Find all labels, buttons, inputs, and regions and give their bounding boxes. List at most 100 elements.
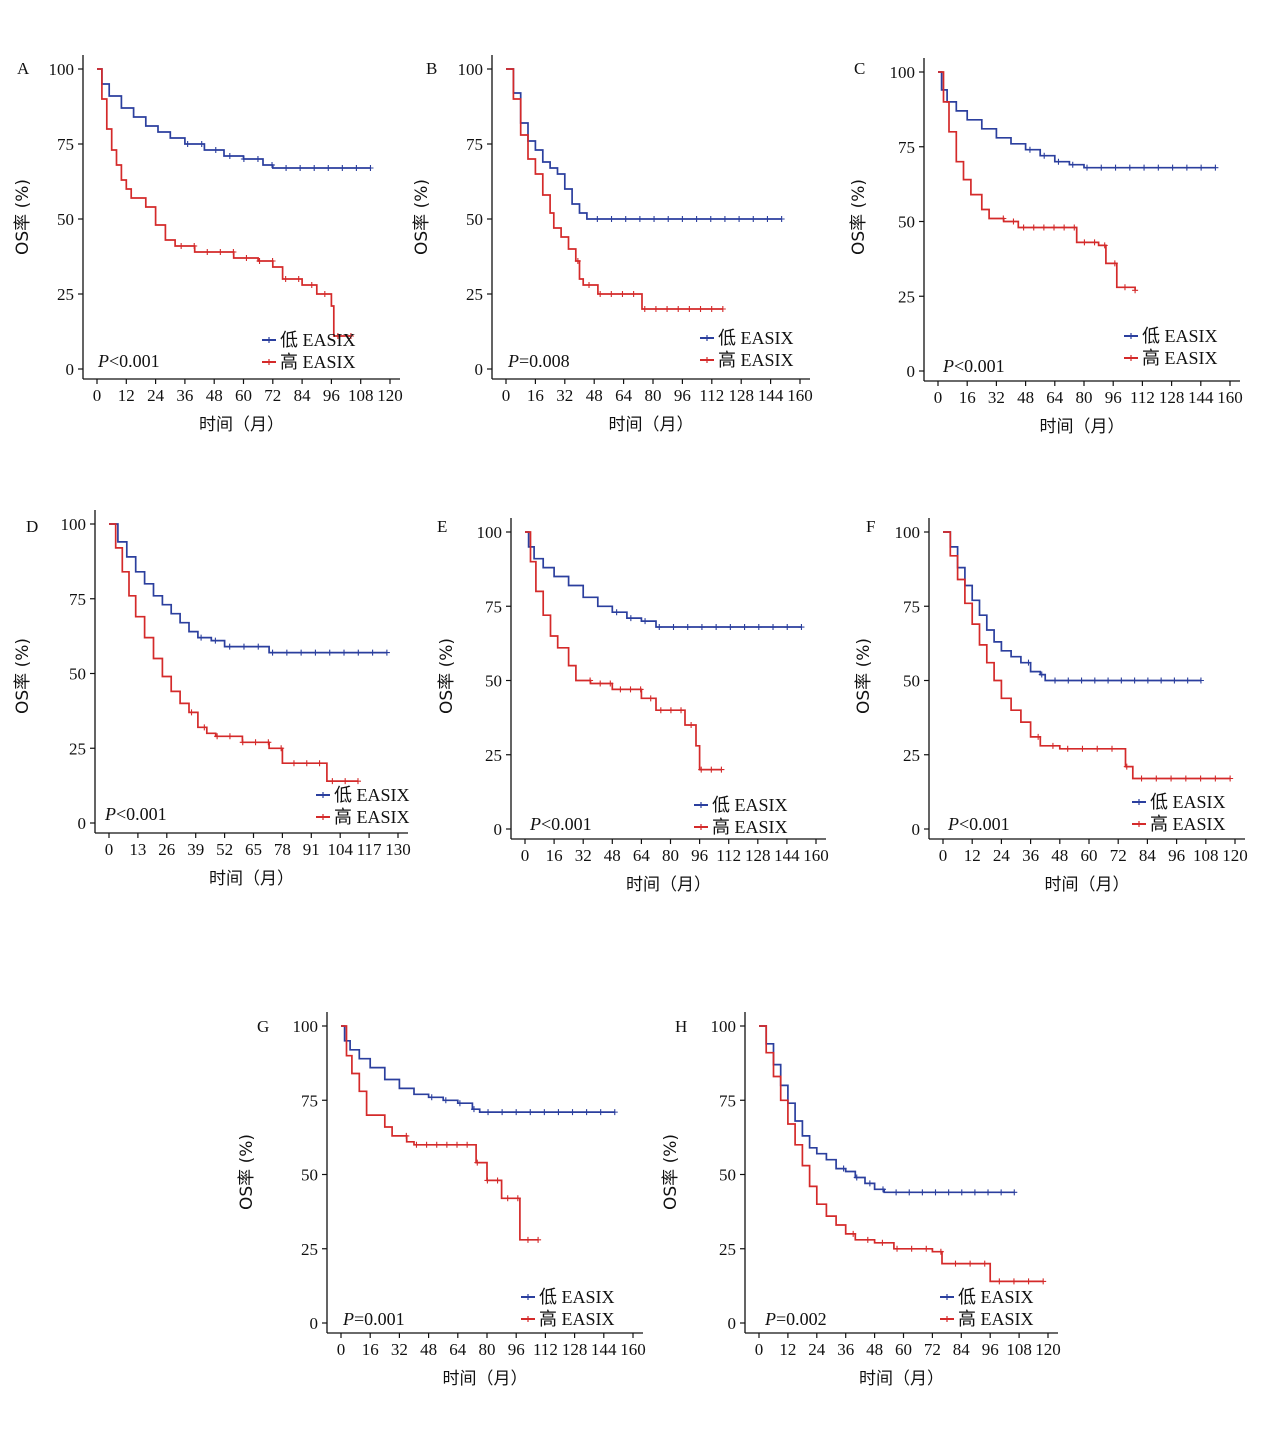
x-tick-label: 0: [939, 846, 948, 865]
censor-mark: [341, 649, 348, 656]
censor-mark: [354, 778, 361, 785]
censor-mark: [630, 291, 637, 297]
censor-mark: [316, 760, 323, 767]
x-axis-title: 时间（月）: [199, 415, 284, 435]
x-tick-label: 96: [1105, 388, 1122, 407]
x-axis-title: 时间（月）: [609, 415, 694, 435]
x-tick-label: 48: [206, 386, 223, 405]
y-tick-label: 0: [66, 360, 75, 379]
km-panel-c: C 0 25 50 75 100 0 16 32 48 64 80 96 112 128 144 160 时间（月…: [849, 58, 1243, 437]
x-tick-label: 24: [808, 1340, 826, 1359]
censor-mark: [485, 1109, 492, 1116]
x-tick-label: 48: [1051, 846, 1068, 865]
x-tick-label: 80: [1076, 388, 1093, 407]
censor-mark: [178, 243, 185, 249]
censor-mark: [879, 1239, 886, 1246]
km-panel-e: E 0 25 50 75 100 0 16 32 48 64 80 96 112 128 144 160 时间（月…: [437, 517, 829, 895]
censor-mark: [727, 624, 734, 631]
km-curve-high: [943, 531, 1231, 780]
x-tick-label: 80: [479, 1340, 496, 1359]
censor-mark: [504, 1195, 511, 1202]
censor-mark: [894, 1245, 901, 1252]
km-curve-high: [341, 1025, 539, 1241]
censor-mark: [636, 216, 643, 222]
legend-label-high: 高 EASIX: [334, 807, 410, 827]
censor-mark: [303, 760, 310, 767]
censor-mark: [329, 778, 336, 785]
censor-mark: [524, 1236, 531, 1243]
x-tick-label: 0: [755, 1340, 764, 1359]
x-tick-label: 64: [615, 386, 633, 405]
x-tick-label: 144: [1188, 388, 1214, 407]
legend-label-high: 高 EASIX: [718, 350, 794, 370]
censor-mark: [188, 709, 195, 716]
km-curve-low: [759, 1025, 1015, 1194]
censor-mark: [494, 1177, 501, 1184]
censor-mark: [240, 643, 247, 650]
censor-mark: [919, 1189, 926, 1196]
x-tick-label: 84: [1139, 846, 1157, 865]
p-value: P=0.002: [764, 1309, 827, 1329]
y-axis-title: OS率 (%): [437, 638, 457, 714]
km-panel-g: G 0 25 50 75 100 0 16 32 48 64 80 96 112 128 144 160 时间（月…: [237, 1012, 646, 1389]
censor-mark: [617, 686, 624, 693]
x-tick-label: 120: [377, 386, 403, 405]
x-tick-label: 108: [1006, 1340, 1032, 1359]
censor-mark: [1026, 146, 1033, 153]
legend-label-high: 高 EASIX: [712, 817, 788, 837]
x-tick-label: 0: [337, 1340, 346, 1359]
p-value: P<0.001: [97, 351, 160, 371]
y-tick-label: 50: [485, 672, 502, 691]
censor-mark: [736, 216, 743, 222]
censor-mark: [770, 624, 777, 631]
x-tick-label: 160: [787, 386, 813, 405]
censor-mark: [297, 165, 304, 171]
x-tick-label: 144: [774, 846, 800, 865]
x-tick-label: 39: [187, 840, 204, 859]
km-curve-low: [943, 531, 1201, 682]
panel-letter: B: [426, 59, 437, 78]
panel-letter: G: [257, 1017, 269, 1036]
censor-mark: [278, 745, 285, 752]
censor-mark: [667, 707, 674, 714]
x-tick-label: 64: [633, 846, 651, 865]
x-tick-label: 128: [728, 386, 754, 405]
censor-mark: [708, 306, 715, 312]
x-tick-label: 104: [327, 840, 353, 859]
y-tick-label: 25: [301, 1240, 318, 1259]
p-value: P<0.001: [529, 814, 592, 834]
y-tick-label: 0: [494, 820, 503, 839]
censor-mark: [908, 1245, 915, 1252]
x-tick-label: 0: [93, 386, 102, 405]
censor-mark: [239, 739, 246, 746]
censor-mark: [191, 243, 198, 249]
censor-mark: [321, 291, 328, 297]
censor-mark: [413, 1141, 420, 1148]
censor-mark: [342, 778, 349, 785]
censor-mark: [764, 216, 771, 222]
x-tick-label: 24: [147, 386, 165, 405]
censor-mark: [369, 649, 376, 656]
censor-mark: [952, 1260, 959, 1267]
x-tick-label: 72: [1110, 846, 1127, 865]
censor-mark: [996, 1278, 1003, 1285]
y-tick-label: 0: [475, 360, 484, 379]
censor-mark: [1212, 164, 1219, 171]
y-tick-label: 50: [903, 672, 920, 691]
x-tick-label: 48: [604, 846, 621, 865]
y-tick-label: 50: [57, 210, 74, 229]
censor-mark: [1123, 763, 1130, 770]
x-tick-label: 16: [959, 388, 976, 407]
censor-mark: [611, 1109, 618, 1116]
censor-mark: [541, 1109, 548, 1116]
censor-mark: [597, 680, 604, 687]
y-tick-label: 100: [711, 1017, 737, 1036]
p-value: P<0.001: [942, 356, 1005, 376]
censor-mark: [1025, 659, 1032, 666]
x-tick-label: 91: [303, 840, 320, 859]
censor-mark: [1052, 677, 1059, 684]
y-tick-label: 50: [301, 1166, 318, 1185]
y-tick-label: 50: [466, 210, 483, 229]
y-tick-label: 25: [898, 287, 915, 306]
censor-mark: [1071, 224, 1078, 231]
